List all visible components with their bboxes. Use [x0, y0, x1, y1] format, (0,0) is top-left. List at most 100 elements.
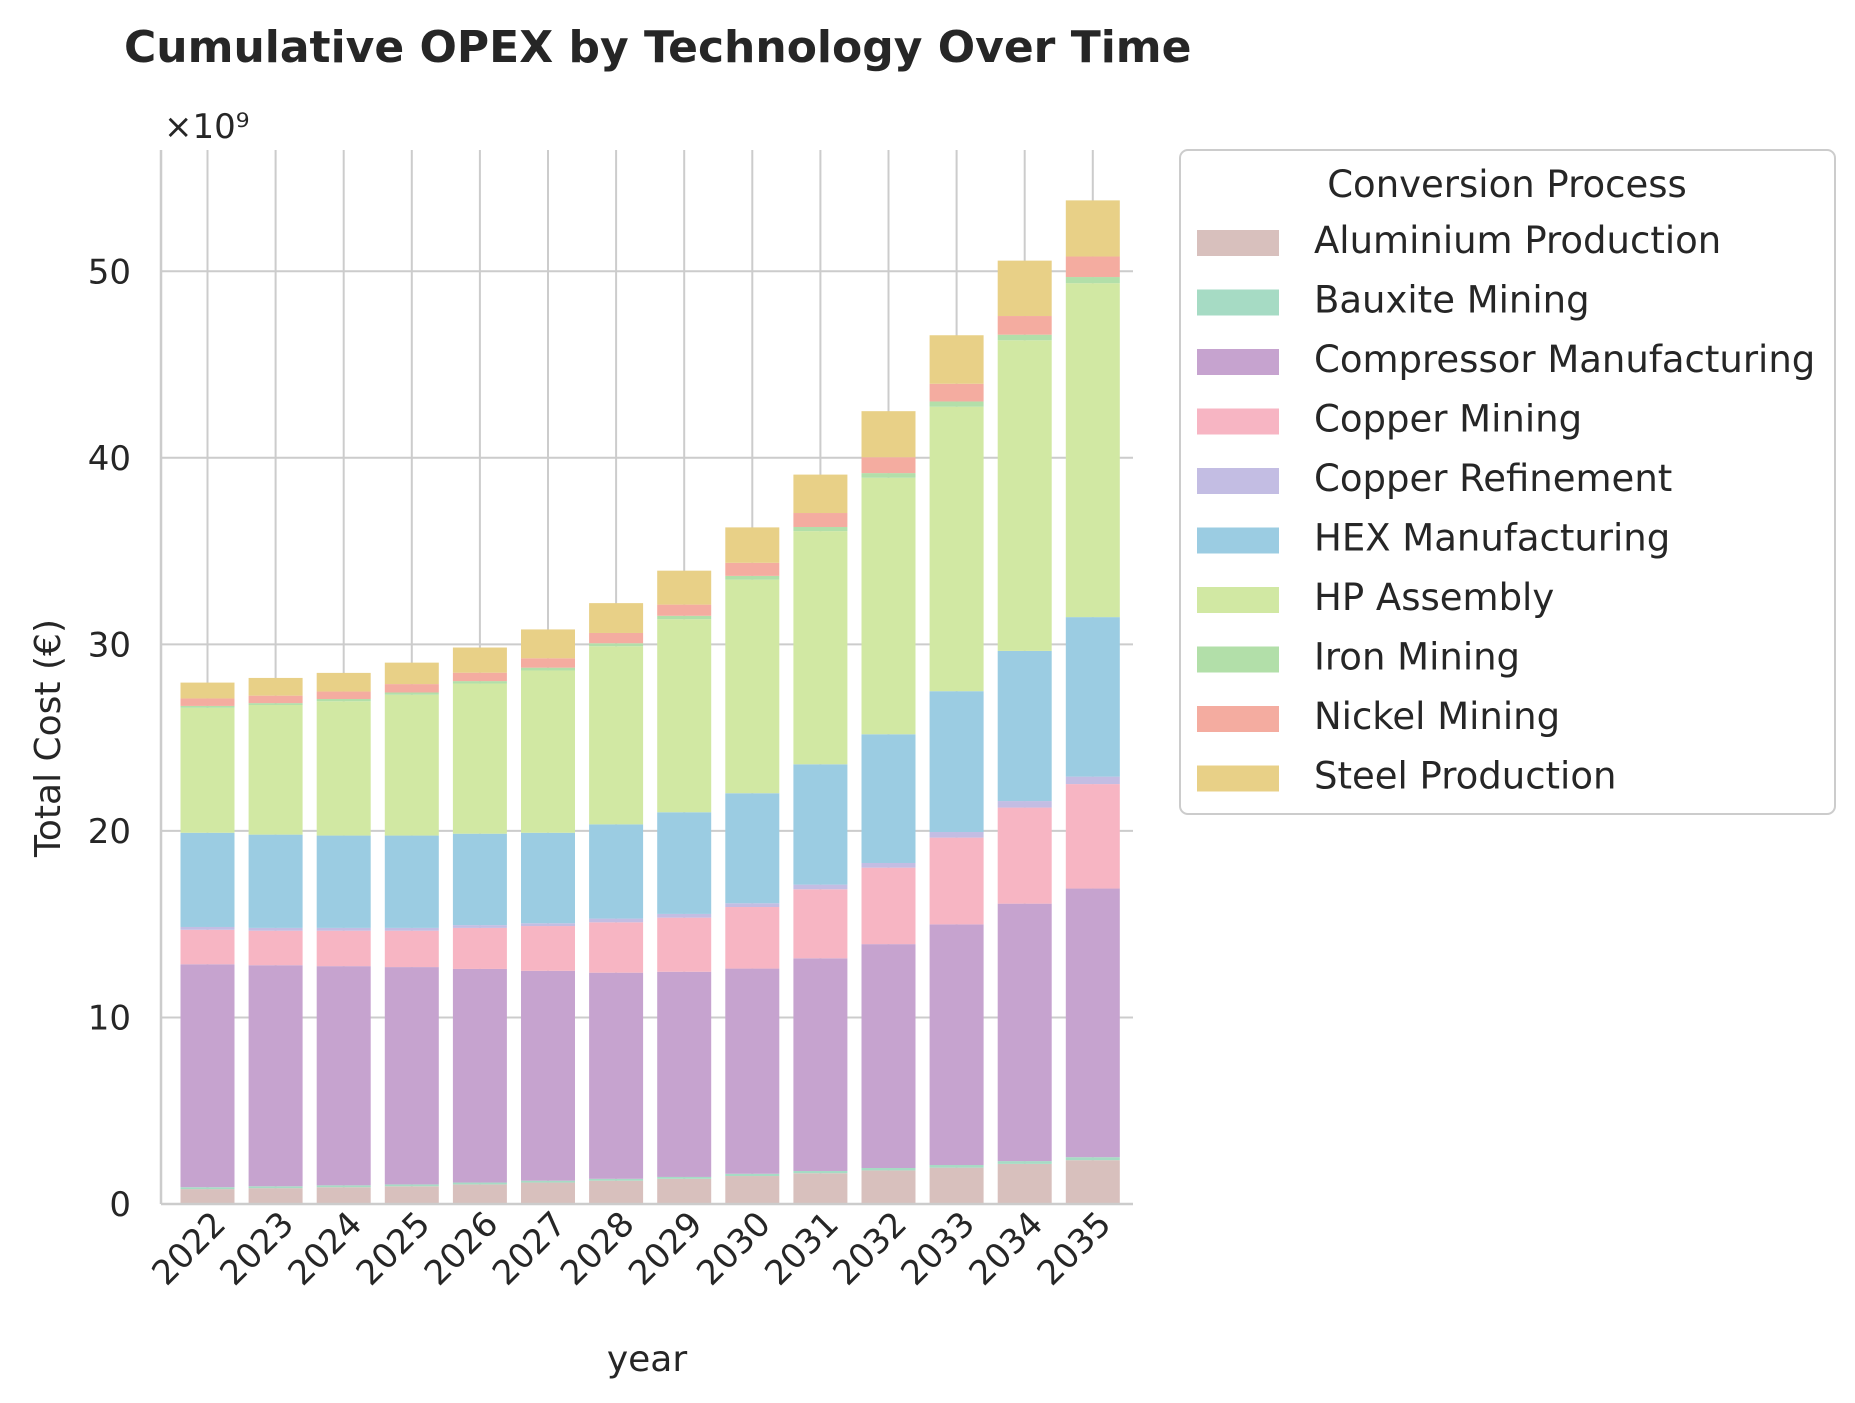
bar-segment — [589, 1180, 644, 1204]
bar-segment — [1065, 283, 1120, 618]
bar-segment — [793, 1173, 848, 1204]
bar-segment — [384, 684, 439, 693]
bar-segment — [521, 970, 575, 1181]
bar-segment — [861, 473, 916, 478]
legend-swatch — [1197, 289, 1279, 316]
bar-segment — [725, 968, 780, 1174]
bar-segment — [929, 924, 984, 1166]
x-tick-label: 2035 — [1030, 1204, 1119, 1293]
legend-swatch — [1197, 527, 1279, 554]
bar-segment — [929, 401, 984, 407]
bar-segment — [316, 672, 371, 692]
legend-entry-label: Iron Mining — [1314, 636, 1520, 679]
bar-segment — [521, 658, 575, 668]
x-tick-label: 2026 — [417, 1204, 506, 1293]
legend-title: Conversion Process — [1327, 163, 1687, 206]
bar-segment — [452, 925, 507, 928]
bar-segment — [1065, 200, 1120, 257]
bar-segment — [384, 835, 439, 928]
bar-segment — [180, 707, 235, 833]
bar-segment — [1065, 1157, 1120, 1161]
bar-segment — [793, 527, 848, 532]
legend-entry-label: Compressor Manufacturing — [1314, 338, 1815, 381]
bar-segment — [180, 929, 235, 965]
bar-segment — [589, 918, 644, 923]
x-tick-label: 2028 — [553, 1204, 642, 1293]
bar-segment — [316, 930, 371, 967]
bar-segment — [861, 734, 916, 863]
legend-entry-label: HEX Manufacturing — [1314, 517, 1670, 560]
bar-segment — [316, 966, 371, 1186]
bar-segment — [861, 457, 916, 474]
legend-entry-label: Copper Mining — [1314, 398, 1582, 441]
bar-segment — [180, 705, 235, 708]
y-tick-label: 20 — [88, 812, 131, 852]
bar-segment — [452, 672, 507, 682]
bar-segment — [316, 1185, 371, 1188]
bar-segment — [793, 764, 848, 885]
y-tick-label: 10 — [88, 998, 131, 1038]
bar-segment — [997, 260, 1052, 317]
legend-entry-label: Nickel Mining — [1314, 695, 1560, 738]
bar-segment — [997, 316, 1052, 335]
bar-segment — [1065, 1160, 1120, 1204]
bar-segment — [861, 411, 916, 458]
x-tick-label: 2033 — [893, 1204, 982, 1293]
bar-segment — [929, 837, 984, 925]
bar-segment — [1065, 277, 1120, 284]
bar-segment — [452, 968, 507, 1183]
legend-swatch — [1197, 230, 1279, 256]
bar-segment — [248, 930, 303, 966]
bar-segment — [861, 477, 916, 735]
bar-segment — [316, 835, 371, 928]
y-tick-label: 0 — [109, 1185, 131, 1225]
bar-segment — [180, 1189, 235, 1204]
bar-segment — [997, 903, 1052, 1162]
y-tick-label: 50 — [88, 252, 131, 292]
bar-segment — [521, 1182, 575, 1204]
bar-segment — [657, 619, 712, 813]
bar-segment — [384, 927, 439, 931]
x-tick-label: 2024 — [281, 1204, 370, 1293]
bar-segment — [793, 513, 848, 528]
bar-segment — [180, 682, 235, 699]
bar-segment — [452, 833, 507, 926]
bar-segment — [997, 334, 1052, 341]
bar-segment — [725, 562, 780, 576]
bar-segment — [248, 695, 303, 704]
bar-segment — [180, 926, 235, 930]
legend-swatch — [1197, 468, 1279, 494]
bar-segment — [725, 579, 780, 794]
bar-segment — [1065, 776, 1120, 785]
bar-segment — [725, 575, 780, 580]
bar-segment — [316, 699, 371, 702]
bar-segment — [316, 927, 371, 931]
bar-segment — [452, 1184, 507, 1204]
bar-segment — [997, 650, 1052, 802]
bar-segment — [248, 704, 303, 835]
bar-segment — [725, 793, 780, 904]
bar-segment — [997, 340, 1052, 651]
bar-segment — [521, 667, 575, 671]
bar-segment — [384, 692, 439, 695]
bar-segment — [929, 1167, 984, 1204]
bar-segment — [861, 944, 916, 1168]
bar-segment — [861, 1167, 916, 1171]
bar-segment — [452, 1182, 507, 1185]
bar-segment — [521, 923, 575, 927]
bar-segment — [725, 907, 780, 969]
bar-segment — [929, 1165, 984, 1168]
legend-frame — [1179, 149, 1836, 815]
bar-segment — [589, 646, 644, 825]
bar-segment — [929, 832, 984, 838]
bar-segment — [657, 1178, 712, 1204]
legend-swatch — [1197, 349, 1279, 375]
bar-segment — [657, 812, 712, 914]
legend-entry-label: Copper Refinement — [1314, 457, 1672, 500]
bar-segment — [725, 903, 780, 908]
bar-segment — [384, 1184, 439, 1187]
bar-segment — [452, 683, 507, 834]
bar-segment — [1065, 888, 1120, 1158]
bar-segment — [997, 1161, 1052, 1164]
bar-segment — [997, 801, 1052, 808]
